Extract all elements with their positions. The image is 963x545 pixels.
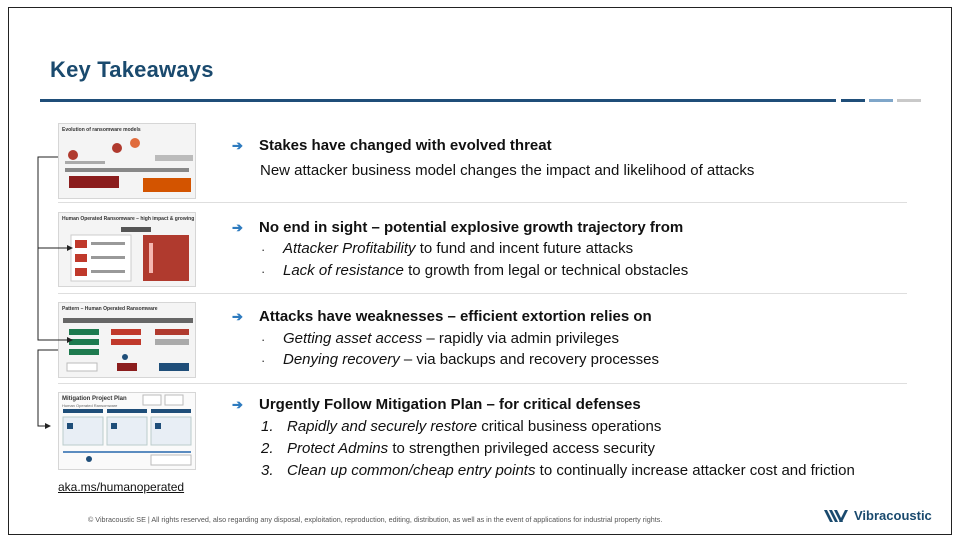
thumbnail-title: Pattern – Human Operated Ransomware: [62, 306, 158, 312]
bullet-emphasis: Attacker Profitability: [283, 240, 416, 257]
bullet-emphasis: Getting asset access: [283, 330, 423, 347]
thumbnail-graphic: [70, 227, 189, 282]
arrow-icon: ➔: [232, 138, 243, 153]
thumbnail-graphic: [63, 318, 193, 372]
bullet-icon: ·: [261, 353, 266, 368]
takeaway-bullet: Lack of resistance to growth from legal …: [283, 262, 688, 279]
takeaway-heading: Stakes have changed with evolved threat: [259, 137, 552, 154]
bullet-text: – rapidly via admin privileges: [422, 330, 619, 347]
title-rule-segment: [897, 99, 921, 102]
title-rule-segment: [841, 99, 865, 102]
bullet-icon: ·: [261, 264, 266, 279]
title-rule-segment: [869, 99, 893, 102]
bullet-text: to growth from legal or technical obstac…: [403, 262, 689, 279]
numbered-emphasis: Rapidly and securely restore: [287, 418, 478, 435]
arrow-icon: ➔: [232, 397, 243, 412]
numbered-emphasis: Clean up common/cheap entry points: [287, 462, 536, 479]
section-separator: [58, 202, 907, 203]
list-number: 3.: [261, 462, 274, 479]
takeaway-numbered-item: Rapidly and securely restore critical bu…: [287, 418, 661, 435]
thumbnail-growth: Human Operated Ransomware – high impact …: [58, 212, 196, 287]
bullet-emphasis: Denying recovery: [283, 351, 400, 368]
thumbnail-evolution: Evolution of ransomware models: [58, 123, 196, 199]
bullet-text: – via backups and recovery processes: [399, 351, 660, 368]
takeaway-body: New attacker business model changes the …: [260, 162, 755, 179]
footer-copyright: © Vibracoustic SE | All rights reserved,…: [88, 515, 663, 524]
bullet-icon: ·: [261, 242, 266, 257]
section-separator: [58, 293, 907, 294]
takeaway-numbered-item: Protect Admins to strengthen privileged …: [287, 440, 655, 457]
page-title: Key Takeaways: [50, 57, 214, 82]
numbered-text: critical business operations: [477, 418, 662, 435]
thumbnail-graphic: [65, 138, 193, 192]
list-number: 1.: [261, 418, 274, 435]
bullet-text: to fund and incent future attacks: [415, 240, 634, 257]
thumbnail-pattern: Pattern – Human Operated Ransomware: [58, 302, 196, 378]
thumbnail-title: Evolution of ransomware models: [62, 127, 141, 133]
takeaway-numbered-item: Clean up common/cheap entry points to co…: [287, 462, 855, 479]
list-number: 2.: [261, 440, 274, 457]
thumbnail-title: Mitigation Project Plan: [62, 396, 127, 402]
numbered-emphasis: Protect Admins: [287, 440, 389, 457]
numbered-text: to continually increase attacker cost an…: [535, 462, 855, 479]
vibracoustic-logo-icon: [824, 509, 848, 522]
vibracoustic-logo: Vibracoustic: [824, 508, 932, 523]
reference-link[interactable]: aka.ms/humanoperated: [58, 480, 185, 494]
takeaway-bullet: Attacker Profitability to fund and incen…: [283, 240, 633, 257]
takeaway-bullet: Getting asset access – rapidly via admin…: [283, 330, 619, 347]
takeaway-heading: Urgently Follow Mitigation Plan – for cr…: [259, 396, 641, 413]
title-rule: [40, 99, 836, 102]
bullet-emphasis: Lack of resistance: [283, 262, 404, 279]
arrow-icon: ➔: [232, 220, 243, 235]
takeaway-heading: No end in sight – potential explosive gr…: [259, 219, 684, 236]
thumbnail-title: Human Operated Ransomware – high impact …: [62, 216, 195, 222]
numbered-text: to strengthen privileged access security: [388, 440, 655, 457]
thumbnail-mitigation-plan: Mitigation Project Plan Human Operated R…: [58, 392, 196, 470]
takeaway-bullet: Denying recovery – via backups and recov…: [283, 351, 659, 368]
thumbnail-graphic: [62, 394, 192, 466]
thumbnail-subtitle: Human Operated Ransomware: [62, 403, 118, 408]
takeaway-heading: Attacks have weaknesses – efficient exto…: [259, 308, 652, 325]
bullet-icon: ·: [261, 332, 266, 347]
section-separator: [58, 383, 907, 384]
arrow-icon: ➔: [232, 309, 243, 324]
logo-text: Vibracoustic: [854, 508, 932, 523]
